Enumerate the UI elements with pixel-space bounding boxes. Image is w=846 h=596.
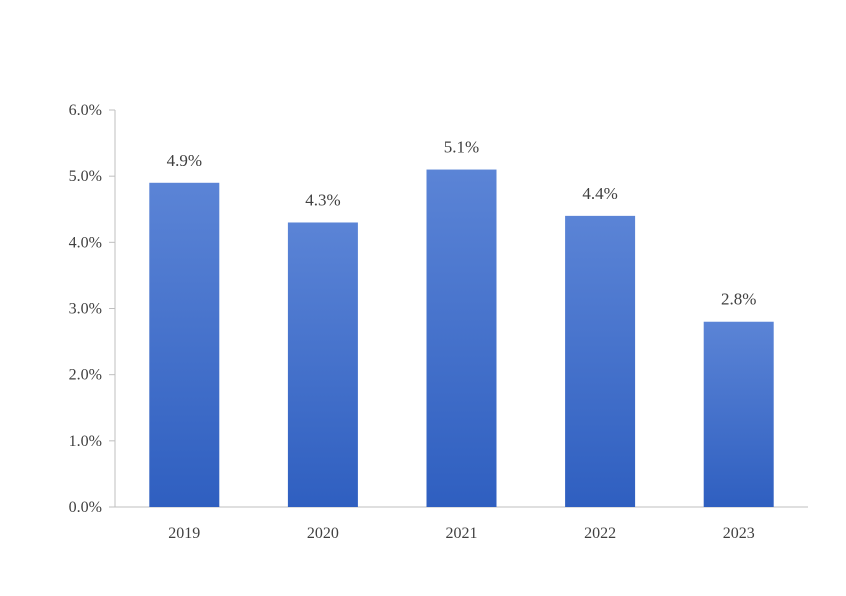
x-tick-label-2023: 2023 (723, 525, 755, 542)
x-tick-label-2021: 2021 (446, 525, 478, 542)
bar-2020 (287, 222, 358, 507)
data-label-2021: 5.1% (444, 138, 479, 157)
data-label-2019: 4.9% (167, 151, 202, 170)
y-tick-label: 0.0% (69, 499, 102, 516)
data-label-2020: 4.3% (305, 190, 340, 209)
y-tick-label: 5.0% (69, 168, 102, 185)
x-tick-label-2020: 2020 (307, 525, 339, 542)
bar-2023 (703, 321, 774, 507)
y-tick-label: 3.0% (69, 301, 102, 318)
y-tick-label: 1.0% (69, 433, 102, 450)
data-labels: 4.9% 4.3% 5.1% 4.4% 2.8% (167, 138, 757, 309)
y-tick-label: 6.0% (69, 102, 102, 119)
x-tick-label-2022: 2022 (584, 525, 616, 542)
data-label-2022: 4.4% (582, 184, 617, 203)
y-tick-label: 2.0% (69, 367, 102, 384)
x-tick-label-2019: 2019 (168, 525, 200, 542)
bars (149, 169, 774, 508)
bar-2021 (426, 169, 497, 508)
x-axis: 2019 2020 2021 2022 2023 (115, 506, 808, 542)
bar-2022 (565, 215, 636, 507)
y-tick-label: 4.0% (69, 234, 102, 251)
y-axis: 0.0% 1.0% 2.0% 3.0% 4.0% 5.0% 6.0% (69, 102, 116, 516)
bar-2019 (149, 182, 220, 508)
data-label-2023: 2.8% (721, 290, 756, 309)
